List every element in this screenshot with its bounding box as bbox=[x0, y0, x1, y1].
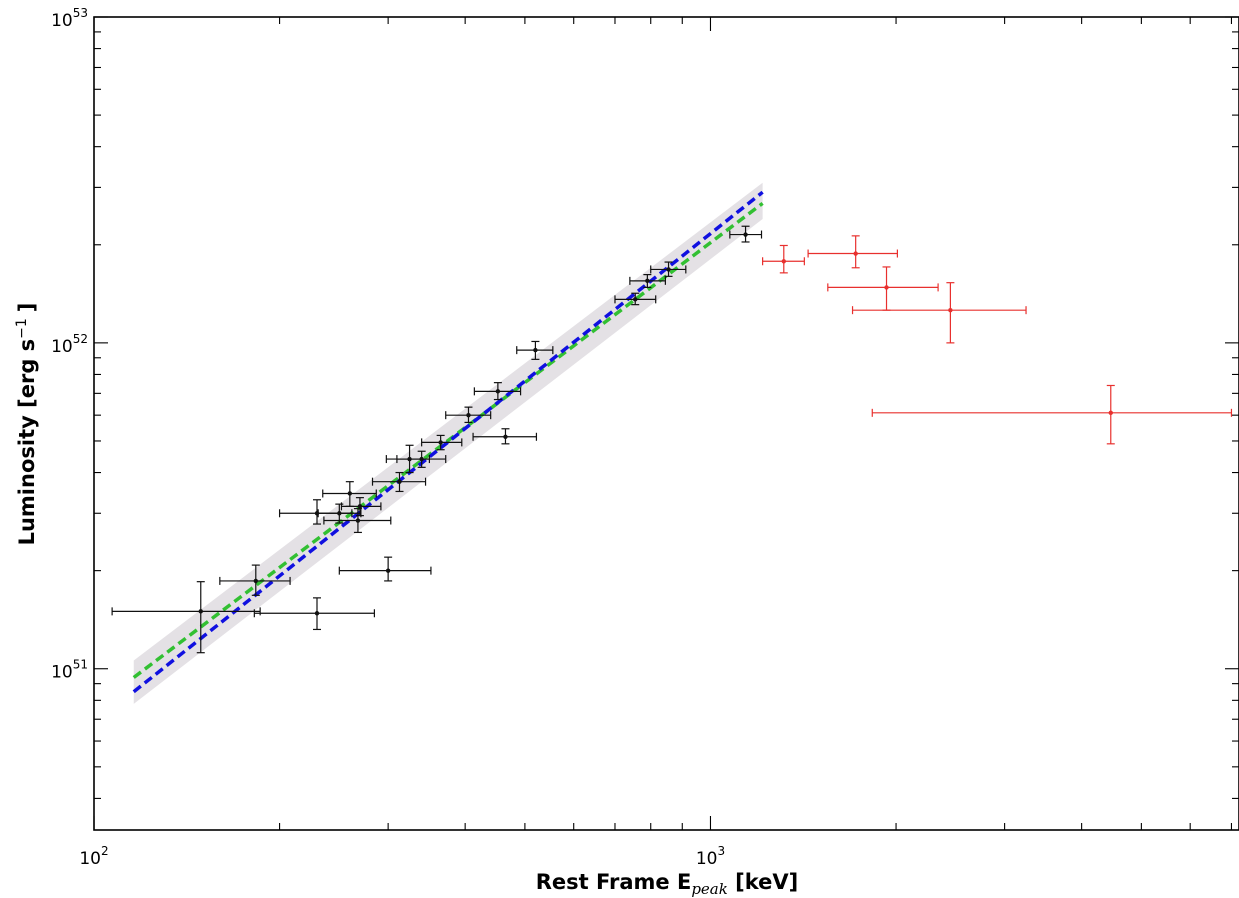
data-point-s1-14 bbox=[445, 406, 492, 424]
x-tick-label-1-base: 10 bbox=[79, 849, 101, 869]
y-tick-label-2-exponent: 52 bbox=[73, 332, 88, 346]
x-axis-title-main: Rest Frame E bbox=[536, 870, 692, 894]
data-point-s1-9 bbox=[338, 556, 432, 582]
y-tick-label-3-exponent: 53 bbox=[73, 6, 88, 20]
data-point-s1-3 bbox=[253, 597, 376, 631]
data-point-s2-5 bbox=[871, 384, 1233, 445]
data-point-s1-10 bbox=[371, 471, 427, 493]
x-tick-label-2-exponent: 3 bbox=[717, 844, 725, 858]
y-tick-label-3-base: 10 bbox=[51, 11, 73, 31]
data-point-s1-15 bbox=[473, 382, 522, 401]
x-tick-label-1: 102 bbox=[79, 844, 108, 869]
data-point-s1-2 bbox=[219, 564, 291, 596]
y-axis-title: Luminosity [erg s−1] bbox=[14, 303, 39, 546]
fit-lines-layer bbox=[132, 190, 764, 694]
y-axis-title-end: ] bbox=[15, 303, 39, 313]
y-axis-title-main: Luminosity [erg s bbox=[15, 339, 39, 546]
data-point-s1-7 bbox=[323, 508, 392, 534]
fit-line-1 bbox=[132, 201, 764, 679]
fit-line-2 bbox=[132, 190, 764, 694]
y-tick-label-1: 1051 bbox=[51, 658, 88, 683]
data-point-s1-17 bbox=[516, 340, 554, 360]
y-tick-label-1-exponent: 51 bbox=[73, 658, 88, 672]
data-point-s2-4 bbox=[851, 282, 1027, 344]
x-axis-title-unit: [keV] bbox=[728, 870, 798, 894]
data-point-s1-18 bbox=[614, 292, 657, 306]
data-point-s1-13 bbox=[421, 434, 463, 451]
x-axis-title: Rest Frame Epeak [keV] bbox=[536, 870, 799, 898]
data-point-s1-16 bbox=[472, 428, 538, 445]
data-point-s2-1 bbox=[762, 244, 805, 274]
y-tick-label-2: 1052 bbox=[51, 332, 88, 357]
x-axis-title-subscript: peak bbox=[691, 880, 728, 898]
data-point-s1-5 bbox=[317, 503, 362, 524]
x-tick-label-2-base: 10 bbox=[696, 849, 718, 869]
data-point-s1-20 bbox=[650, 261, 687, 277]
data-point-s1-8 bbox=[340, 497, 382, 517]
data-point-s1-12 bbox=[396, 450, 447, 468]
x-tick-label-1-exponent: 2 bbox=[101, 844, 109, 858]
data-point-s2-2 bbox=[807, 235, 898, 269]
y-tick-label-3: 1053 bbox=[51, 6, 88, 31]
data-point-s1-19 bbox=[629, 273, 666, 288]
plot-frame bbox=[93, 16, 1239, 831]
x-tick-label-2: 103 bbox=[696, 844, 725, 869]
y-axis-title-superscript: −1 bbox=[14, 318, 30, 339]
y-tick-label-1-base: 10 bbox=[51, 663, 73, 683]
data-point-s1-21 bbox=[729, 225, 763, 243]
axis-ticks-layer bbox=[93, 16, 1239, 830]
data-points-layer bbox=[111, 225, 1233, 654]
y-tick-label-2-base: 10 bbox=[51, 337, 73, 357]
data-point-s1-1 bbox=[111, 581, 261, 654]
